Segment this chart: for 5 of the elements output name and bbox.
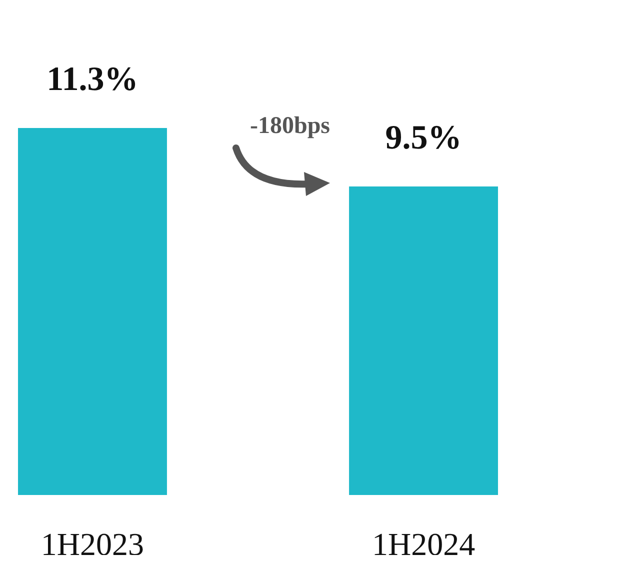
x-tick-label: 1H2024 (372, 526, 476, 562)
data-label: 11.3% (46, 61, 138, 98)
annotation: -180bps (250, 113, 330, 139)
x-tick-label: 1H2023 (40, 526, 144, 562)
data-label: 9.5% (385, 119, 462, 156)
